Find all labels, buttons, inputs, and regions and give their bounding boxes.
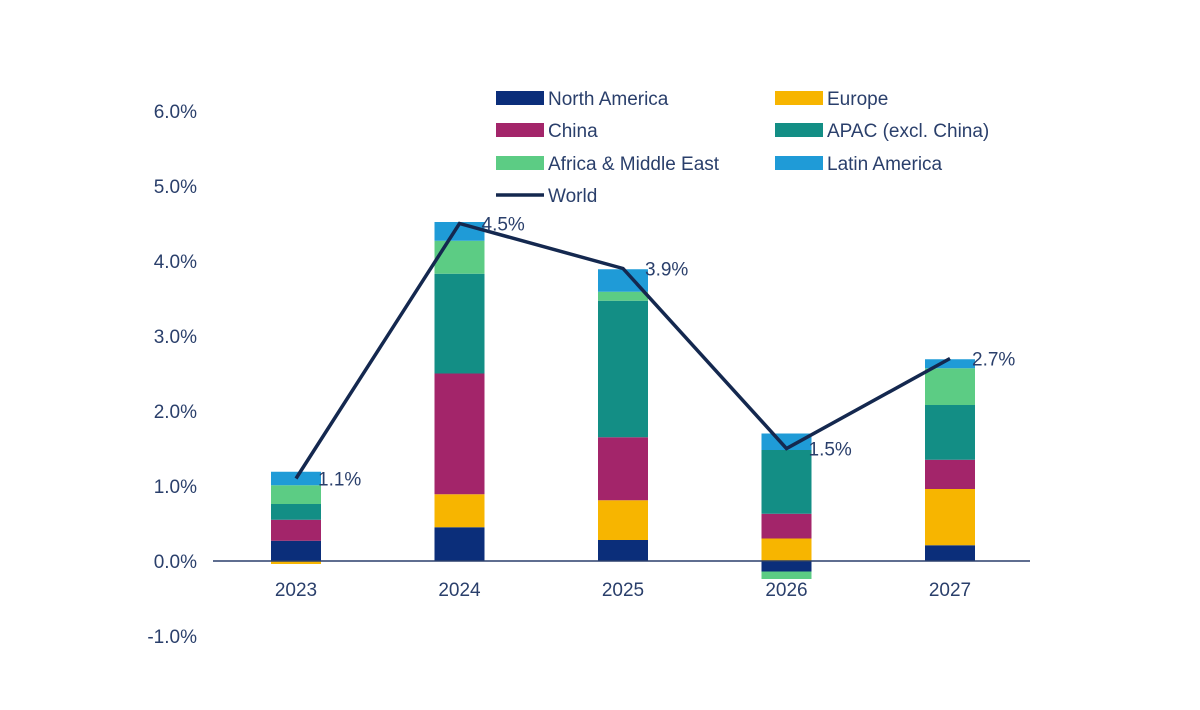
legend-label: North America [548, 89, 669, 110]
bar-segment [271, 504, 321, 520]
bar-segment [761, 561, 812, 572]
y-tick-label: 6.0% [154, 102, 197, 123]
bar-segment [925, 545, 975, 561]
y-tick-label: 4.0% [154, 252, 197, 273]
bar-segment [598, 500, 648, 540]
data-labels: 1.1% 4.5% 3.9% 1.5% 2.7% [318, 215, 1015, 491]
world-data-label: 1.1% [318, 470, 361, 491]
x-tick-label: 2026 [765, 580, 807, 601]
y-tick-label: 1.0% [154, 477, 197, 498]
bar-segment [925, 368, 975, 405]
world-data-label: 2.7% [972, 350, 1015, 371]
bar-segment [434, 373, 485, 495]
x-tick-label: 2024 [438, 580, 481, 601]
bar-segment [925, 489, 975, 546]
y-tick-label: 3.0% [154, 327, 197, 348]
y-tick-label: -1.0% [147, 627, 197, 648]
x-tick-label: 2023 [275, 580, 317, 601]
legend-label: Europe [827, 89, 888, 110]
bar-segment [271, 561, 321, 564]
legend-swatch [775, 91, 823, 105]
bar-segment [761, 450, 812, 514]
legend-swatch [775, 156, 823, 170]
bars [271, 222, 975, 579]
legend-swatch [496, 123, 544, 137]
x-tick-label: 2027 [929, 580, 971, 601]
bar-segment [271, 540, 321, 561]
world-data-label: 1.5% [809, 440, 852, 461]
bar-segment [271, 485, 321, 504]
world-line [294, 221, 951, 480]
bar-segment [271, 519, 321, 541]
bar-segment [434, 240, 485, 274]
legend: North America Europe China APAC (excl. Chin… [496, 89, 989, 207]
bar-segment [434, 273, 485, 374]
bar-segment [598, 540, 648, 561]
bar-segment [761, 538, 812, 561]
legend-label: China [548, 121, 598, 142]
legend-label: World [548, 186, 597, 207]
y-tick-label: 5.0% [154, 177, 197, 198]
bar-segment [598, 291, 648, 301]
y-tick-label: 0.0% [154, 552, 197, 573]
bar-segment [598, 269, 648, 292]
bar-segment [761, 433, 812, 450]
bar-segment [925, 405, 975, 460]
legend-swatch [775, 123, 823, 137]
legend-label: Latin America [827, 154, 943, 175]
bar-segment [434, 494, 485, 528]
bar-segment [761, 513, 812, 539]
y-tick-label: 2.0% [154, 402, 197, 423]
x-axis: 2023 2024 2025 2026 2027 [275, 580, 971, 601]
y-axis: 6.0% 5.0% 4.0% 3.0% 2.0% 1.0% 0.0% -1.0% [147, 102, 197, 648]
legend-swatch [496, 91, 544, 105]
world-data-label: 3.9% [645, 260, 688, 281]
bar-segment [925, 459, 975, 489]
x-tick-label: 2025 [602, 580, 644, 601]
bar-segment [598, 300, 648, 438]
bar-segment [925, 359, 975, 369]
legend-label: APAC (excl. China) [827, 121, 989, 142]
bar-segment [434, 527, 485, 561]
legend-swatch [496, 156, 544, 170]
legend-label: Africa & Middle East [548, 154, 720, 175]
bar-segment [598, 437, 648, 501]
world-data-label: 4.5% [482, 215, 525, 236]
bar-segment [761, 571, 812, 579]
world-line-group [294, 221, 951, 480]
